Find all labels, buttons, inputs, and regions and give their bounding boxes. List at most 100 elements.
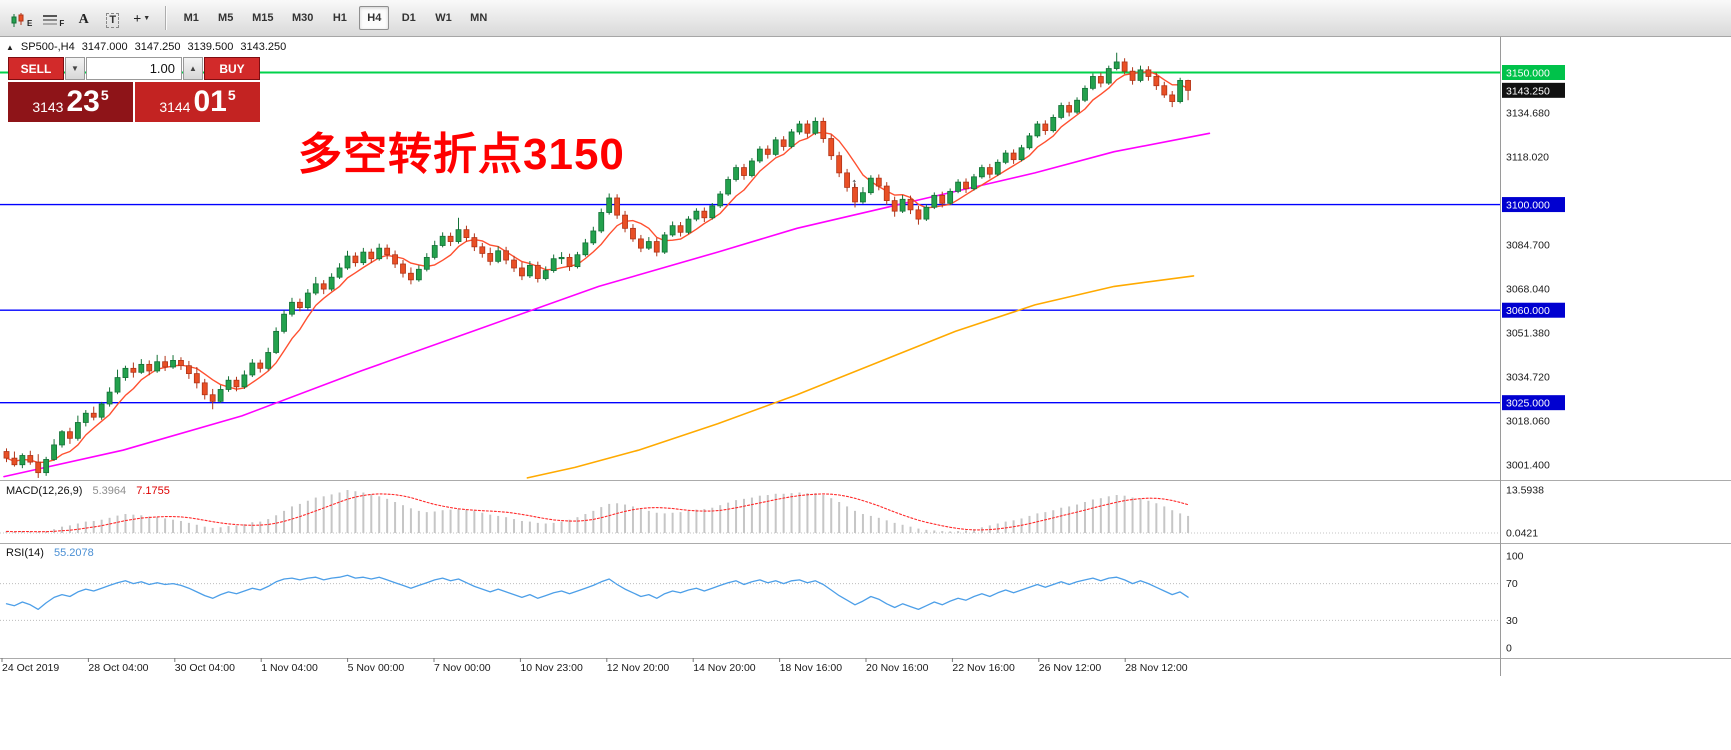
candle-body: [709, 205, 716, 219]
macd-histogram-bar: [100, 519, 103, 533]
candle-body: [558, 256, 565, 260]
timeframe-button-mn[interactable]: MN: [463, 6, 494, 30]
macd-histogram-bar: [996, 523, 999, 533]
macd-histogram-bar: [608, 503, 611, 533]
candle-body: [915, 209, 922, 220]
arrow-marker[interactable]: ↑: [851, 175, 858, 190]
candle-body: [360, 251, 367, 264]
candle-body: [408, 272, 414, 281]
volume-input[interactable]: [86, 57, 182, 80]
candle-body: [19, 455, 26, 466]
rsi-axis-label: 30: [1506, 615, 1518, 627]
timeframe-button-m30[interactable]: M30: [285, 6, 320, 30]
candle-body: [74, 422, 81, 439]
candle-body: [971, 176, 977, 190]
macd-histogram-bar: [957, 531, 960, 533]
candle-body: [447, 235, 454, 242]
candle-body: [574, 254, 581, 268]
macd-histogram-bar: [481, 512, 484, 533]
macd-histogram-bar: [489, 514, 492, 533]
ask-frac: 5: [227, 87, 236, 103]
cursor-tool-button[interactable]: + ▼: [128, 5, 155, 32]
macd-histogram-bar: [457, 508, 460, 533]
macd-histogram-bar: [965, 530, 968, 533]
macd-histogram-bar: [211, 527, 214, 533]
rsi-axis-label: 70: [1506, 578, 1518, 590]
macd-histogram-bar: [433, 511, 436, 533]
macd-histogram-bar: [5, 531, 8, 533]
macd-main-value: 5.3964: [92, 485, 127, 497]
macd-histogram-bar: [695, 509, 698, 533]
timeframe-button-d1[interactable]: D1: [394, 6, 424, 30]
volume-down-button[interactable]: ▼: [65, 57, 85, 80]
candle-body: [1058, 105, 1065, 118]
candle-body: [344, 255, 351, 269]
volume-up-button[interactable]: ▲: [183, 57, 203, 80]
candle-body: [907, 198, 914, 211]
macd-histogram-bar: [742, 498, 745, 533]
time-axis-label: 20 Nov 16:00: [866, 662, 929, 674]
candle-body: [1026, 135, 1033, 149]
macd-histogram-bar: [750, 497, 753, 533]
candle-body: [114, 377, 121, 393]
macd-histogram-bar: [1139, 498, 1142, 533]
macd-histogram-bar: [322, 496, 325, 533]
candle-body: [265, 352, 272, 369]
sell-button[interactable]: SELL: [8, 57, 64, 80]
candle-body: [566, 256, 573, 268]
text-box-tool-button[interactable]: T: [99, 5, 126, 32]
candle-body: [875, 177, 882, 187]
collapse-toggle-icon[interactable]: ▲: [6, 42, 14, 52]
macd-histogram-bar: [1052, 510, 1055, 533]
lines-tool-button[interactable]: F: [38, 5, 68, 32]
candle-body: [130, 367, 137, 373]
candle-body: [653, 241, 660, 253]
macd-histogram-bar: [1028, 515, 1031, 533]
timeframe-button-h1[interactable]: H1: [325, 6, 355, 30]
timeframe-button-h4[interactable]: H4: [359, 6, 390, 30]
macd-histogram-bar: [639, 508, 642, 533]
timeframe-button-m1[interactable]: M1: [176, 6, 206, 30]
candle-body: [598, 212, 605, 232]
macd-histogram-bar: [528, 521, 531, 533]
macd-histogram-bar: [195, 524, 198, 533]
macd-histogram-bar: [179, 520, 182, 533]
candle-body: [891, 200, 898, 212]
timeframe-button-m5[interactable]: M5: [211, 6, 241, 30]
buy-button[interactable]: BUY: [204, 57, 260, 80]
time-axis-label: 12 Nov 20:00: [607, 662, 670, 674]
candle-body: [756, 148, 763, 162]
macd-histogram-bar: [354, 491, 357, 533]
time-axis-label: 10 Nov 23:00: [520, 662, 583, 674]
one-click-trade-panel: SELL ▼ ▲ BUY 3143 23 5 3144 01 5: [8, 57, 260, 122]
timeframe-button-m15[interactable]: M15: [245, 6, 280, 30]
time-axis-label: 5 Nov 00:00: [348, 662, 405, 674]
chart-annotation-text: 多空转折点3150: [298, 130, 625, 179]
price-line-badge: [1502, 65, 1565, 81]
macd-histogram-bar: [203, 526, 206, 533]
timeframe-group: M1 M5 M15 M30 H1 H4 D1 W1 MN: [176, 6, 494, 30]
candle-body: [820, 120, 827, 139]
ask-main: 3144: [159, 99, 191, 115]
macd-histogram-bar: [362, 492, 365, 533]
timeframe-button-w1[interactable]: W1: [428, 6, 459, 30]
text-label-icon-glyph: A: [78, 11, 89, 27]
crosshair-icon: +: [133, 11, 142, 27]
macd-histogram-bar: [1131, 497, 1134, 533]
lines-tool-icon: [43, 14, 58, 25]
macd-histogram-bar: [140, 515, 143, 533]
candles-tool-button[interactable]: E: [6, 5, 36, 32]
candle-body: [471, 237, 478, 248]
macd-histogram-bar: [814, 493, 817, 533]
macd-histogram-bar: [830, 498, 833, 533]
candle-body: [241, 374, 248, 388]
macd-histogram-bar: [560, 521, 563, 533]
macd-histogram-bar: [624, 504, 627, 533]
macd-histogram-bar: [1187, 515, 1190, 533]
text-label-tool-button[interactable]: A: [70, 5, 97, 32]
candle-body: [923, 206, 930, 220]
macd-axis-label: 13.5938: [1506, 485, 1544, 497]
macd-histogram-bar: [949, 531, 952, 533]
